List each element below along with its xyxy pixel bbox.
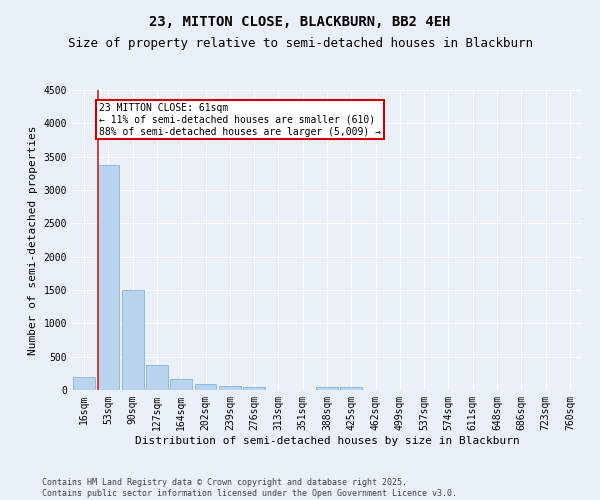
Bar <box>340 388 362 390</box>
Text: 23, MITTON CLOSE, BLACKBURN, BB2 4EH: 23, MITTON CLOSE, BLACKBURN, BB2 4EH <box>149 15 451 29</box>
Y-axis label: Number of semi-detached properties: Number of semi-detached properties <box>28 125 38 355</box>
Bar <box>316 388 338 390</box>
Bar <box>243 388 265 390</box>
Bar <box>194 384 217 390</box>
Text: Size of property relative to semi-detached houses in Blackburn: Size of property relative to semi-detach… <box>67 38 533 51</box>
Bar <box>73 376 95 390</box>
Bar <box>146 364 168 390</box>
Bar <box>170 380 192 390</box>
Text: Contains HM Land Registry data © Crown copyright and database right 2025.
Contai: Contains HM Land Registry data © Crown c… <box>42 478 457 498</box>
Text: 23 MITTON CLOSE: 61sqm
← 11% of semi-detached houses are smaller (610)
88% of se: 23 MITTON CLOSE: 61sqm ← 11% of semi-det… <box>99 104 381 136</box>
X-axis label: Distribution of semi-detached houses by size in Blackburn: Distribution of semi-detached houses by … <box>134 436 520 446</box>
Bar <box>97 164 119 390</box>
Bar <box>122 290 143 390</box>
Bar <box>219 386 241 390</box>
